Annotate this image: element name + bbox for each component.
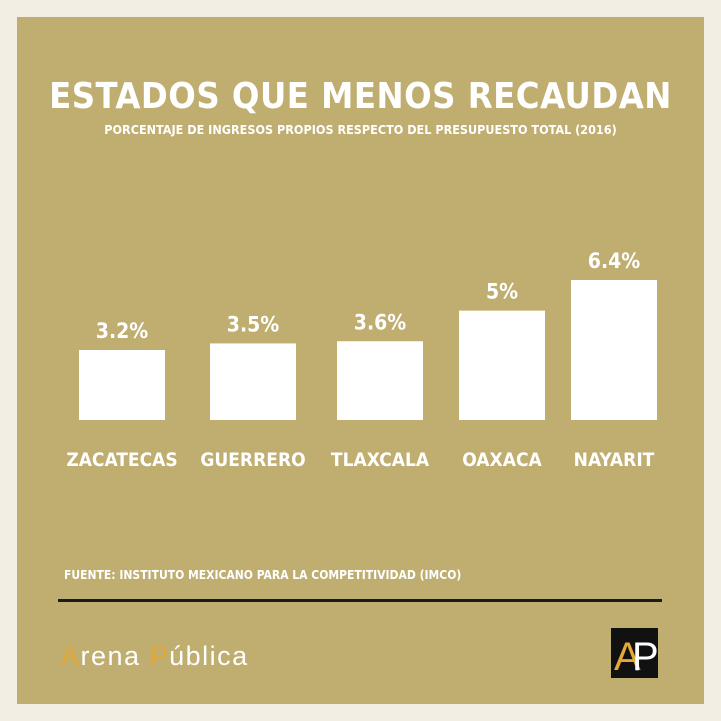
chart-subtitle: PORCENTAJE DE INGRESOS PROPIOS RESPECTO … (104, 122, 617, 137)
value-label-oaxaca: 5% (486, 280, 518, 304)
brand-text-ublica: ública (169, 641, 249, 671)
bar-oaxaca (459, 310, 545, 420)
category-label-zacatecas: ZACATECAS (66, 449, 177, 471)
logo-letter-p: P (632, 635, 658, 678)
bar-guerrero (210, 343, 296, 420)
chart-title: ESTADOS QUE MENOS RECAUDAN (49, 76, 672, 117)
brand-initial-a: A (61, 641, 81, 671)
bar-tlaxcala (337, 341, 423, 420)
brand-wordmark: Arena Pública (61, 641, 249, 672)
bar-zacatecas (79, 350, 165, 420)
source-note: FUENTE: INSTITUTO MEXICANO PARA LA COMPE… (64, 568, 462, 582)
brand-initial-p: P (149, 641, 170, 671)
value-label-guerrero: 3.5% (227, 312, 279, 336)
logo-background (611, 628, 658, 678)
logo-letter-a: A (614, 635, 641, 678)
value-label-zacatecas: 3.2% (96, 319, 148, 343)
category-label-oaxaca: OAXACA (462, 449, 542, 471)
category-label-nayarit: NAYARIT (574, 449, 655, 471)
ap-logo: A P (611, 628, 658, 678)
bar-nayarit (571, 280, 657, 420)
value-label-nayarit: 6.4% (588, 249, 640, 273)
brand-text-rena: rena (80, 641, 150, 671)
category-label-guerrero: GUERRERO (200, 449, 305, 471)
footer-divider (58, 599, 662, 602)
value-label-tlaxcala: 3.6% (354, 310, 406, 334)
category-label-tlaxcala: TLAXCALA (331, 449, 430, 471)
